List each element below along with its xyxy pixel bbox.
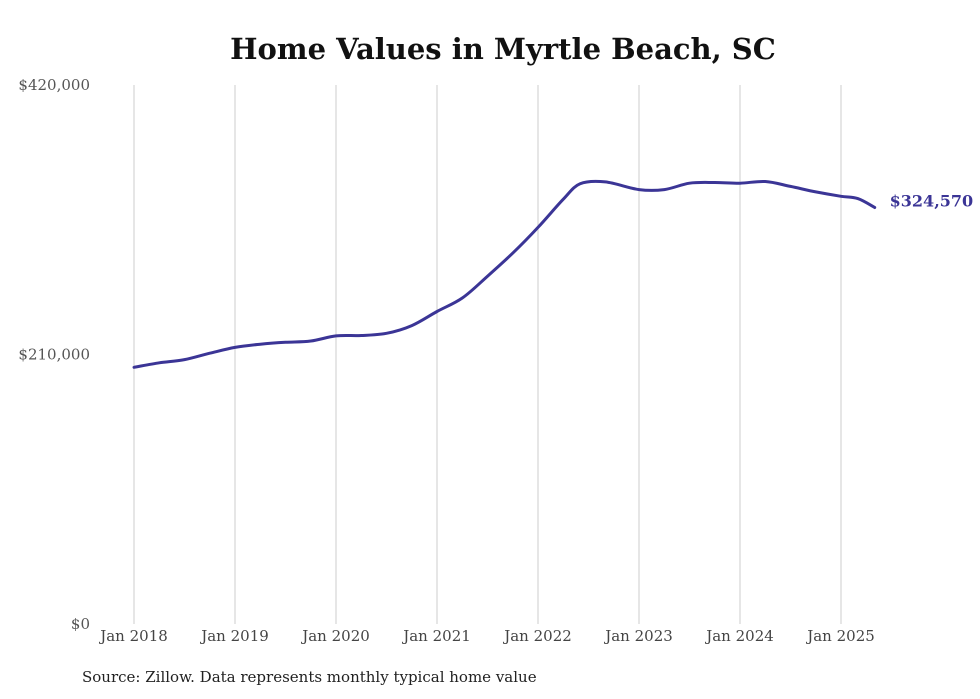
series-line-home-value <box>132 179 877 369</box>
y-tick-label: $210,000 <box>18 346 90 364</box>
x-tick-label: Jan 2024 <box>704 627 774 645</box>
source-note: Source: Zillow. Data represents monthly … <box>82 668 537 686</box>
x-tick-label: Jan 2020 <box>300 627 370 645</box>
x-tick-label: Jan 2019 <box>199 627 269 645</box>
y-axis-tick-labels: $420,000 $210,000 $0 <box>18 76 90 633</box>
x-axis-tick-labels: Jan 2018 Jan 2019 Jan 2020 Jan 2021 Jan 2022… <box>98 627 875 645</box>
gridlines <box>133 85 842 624</box>
end-value-label: $324,570 <box>890 191 974 210</box>
x-tick-label: Jan 2025 <box>805 627 875 645</box>
x-tick-label: Jan 2021 <box>401 627 471 645</box>
x-tick-label: Jan 2018 <box>98 627 168 645</box>
x-tick-label: Jan 2022 <box>502 627 572 645</box>
y-tick-label: $420,000 <box>18 76 90 94</box>
y-tick-label: $0 <box>71 615 90 633</box>
chart-title: Home Values in Myrtle Beach, SC <box>230 32 776 66</box>
x-tick-label: Jan 2023 <box>603 627 673 645</box>
